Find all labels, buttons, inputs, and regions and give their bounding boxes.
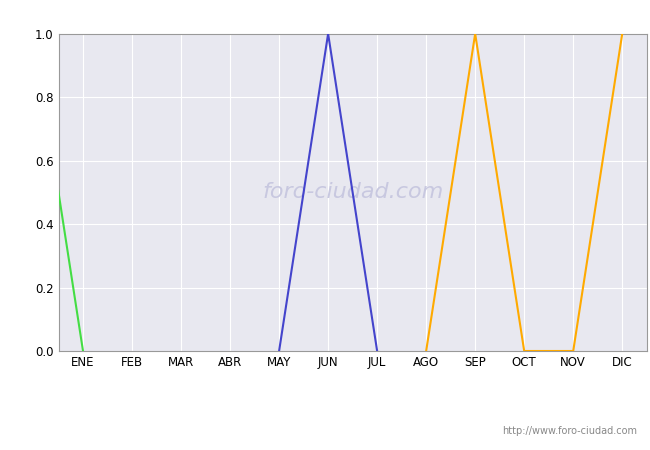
Text: foro-ciudad.com: foro-ciudad.com xyxy=(262,182,443,202)
Text: Matriculaciones de Vehiculos en Portezuelo: Matriculaciones de Vehiculos en Portezue… xyxy=(159,9,491,24)
Text: http://www.foro-ciudad.com: http://www.foro-ciudad.com xyxy=(502,427,637,436)
